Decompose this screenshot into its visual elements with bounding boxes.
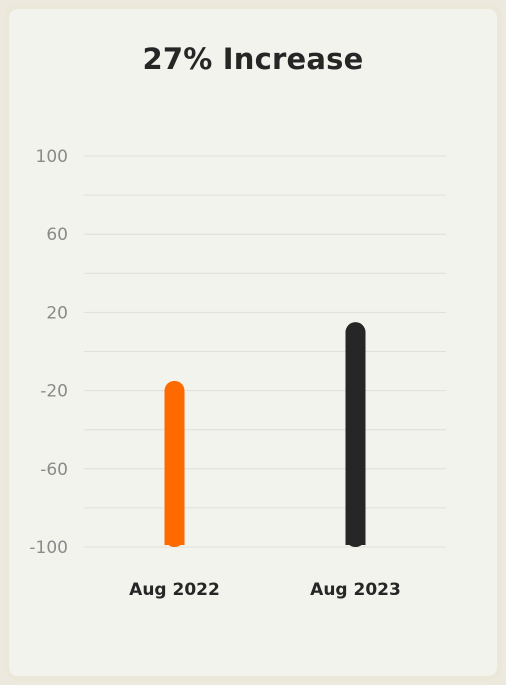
bar-1 — [164, 380, 185, 547]
y-tick-label: 100 — [36, 147, 68, 167]
y-tick-label: -60 — [40, 460, 68, 480]
chart-title: 27% Increase — [142, 42, 364, 76]
y-axis-ticks: 100 60 20 -20 -60 -100 — [29, 147, 68, 558]
bar-base-2 — [345, 527, 366, 545]
bar-2 — [345, 322, 366, 547]
x-tick-label: Aug 2023 — [310, 580, 401, 600]
chart-card — [4, 4, 502, 681]
y-tick-label: -20 — [40, 382, 68, 402]
y-tick-label: 60 — [46, 225, 68, 245]
y-tick-label: 20 — [46, 303, 68, 323]
bars — [164, 322, 366, 547]
x-axis-ticks: Aug 2022 Aug 2023 — [129, 580, 401, 600]
bar-base-1 — [164, 527, 185, 545]
y-tick-label: -100 — [29, 538, 68, 558]
gridlines — [84, 155, 446, 548]
x-tick-label: Aug 2022 — [129, 580, 220, 600]
